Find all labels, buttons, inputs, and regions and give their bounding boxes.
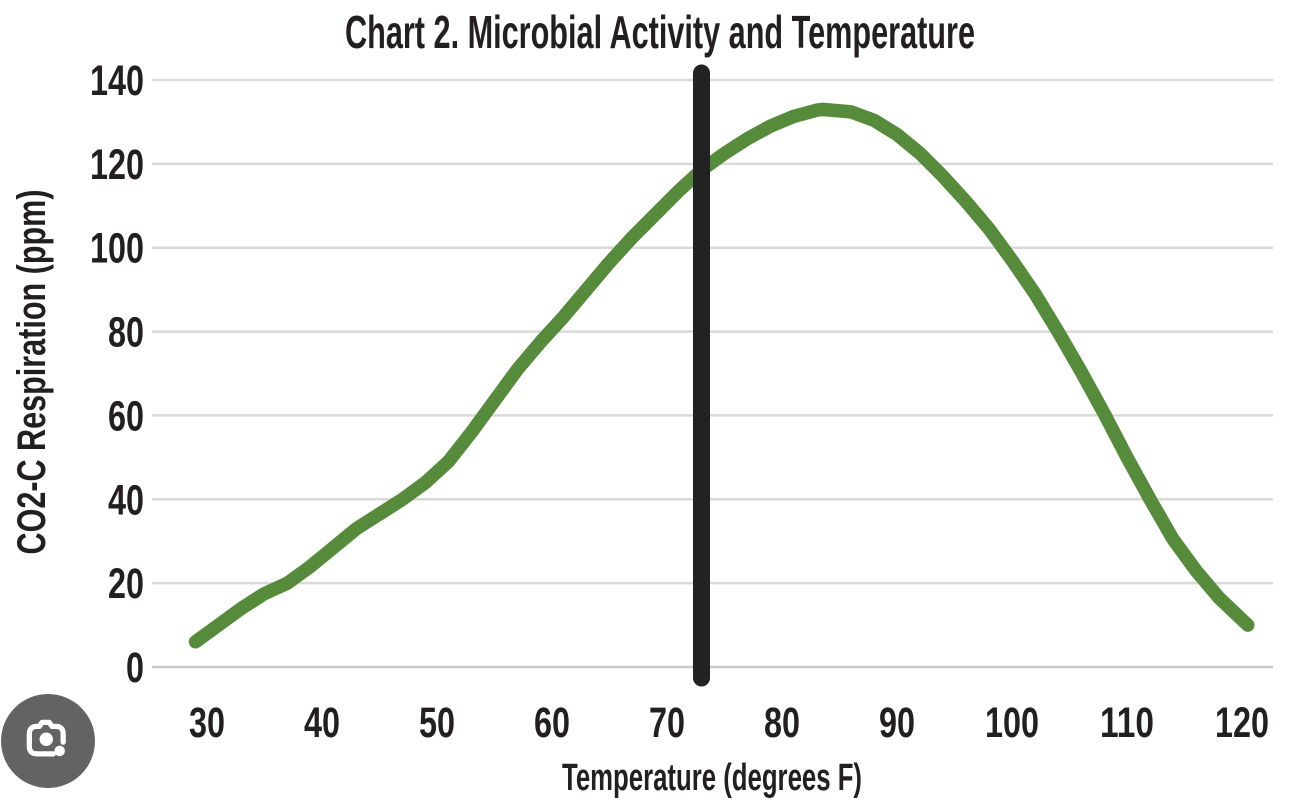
series-line xyxy=(188,102,1255,649)
x-tick-label: 100 xyxy=(985,699,1039,747)
camera-lens-icon xyxy=(26,719,66,757)
x-tick-label: 60 xyxy=(534,699,570,747)
y-tick-label: 120 xyxy=(90,141,144,189)
x-axis-title: Temperature (degrees F) xyxy=(562,757,862,799)
y-axis-title: CO2-C Respiration (ppm) xyxy=(10,190,54,555)
x-tick-label: 110 xyxy=(1100,699,1154,747)
google-lens-button[interactable] xyxy=(1,694,95,788)
x-tick-label: 30 xyxy=(189,699,225,747)
x-tick-label: 50 xyxy=(419,699,455,747)
respiration-curve xyxy=(188,102,1255,649)
y-tick-label: 100 xyxy=(90,225,144,273)
chart-title: Chart 2. Microbial Activity and Temperat… xyxy=(345,6,975,58)
x-axis-tick-labels: 30 40 50 60 70 80 90 100 110 120 xyxy=(189,699,1269,747)
x-tick-label: 40 xyxy=(304,699,340,747)
x-tick-label: 70 xyxy=(649,699,685,747)
y-tick-label: 40 xyxy=(108,476,144,524)
y-tick-label: 20 xyxy=(108,560,144,608)
y-axis-tick-labels: 0 20 40 60 80 100 120 140 xyxy=(90,57,144,692)
y-tick-label: 60 xyxy=(108,392,144,440)
gridlines xyxy=(152,78,1273,669)
x-tick-label: 80 xyxy=(764,699,800,747)
y-tick-label: 140 xyxy=(90,57,144,105)
y-tick-label: 80 xyxy=(108,309,144,357)
x-tick-label: 120 xyxy=(1215,699,1269,747)
x-tick-label: 90 xyxy=(879,699,915,747)
y-tick-label: 0 xyxy=(126,644,144,692)
